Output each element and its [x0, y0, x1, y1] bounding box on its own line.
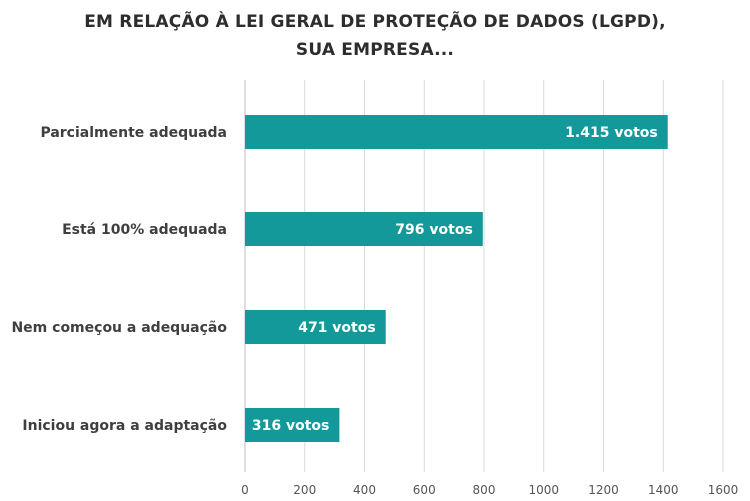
- x-tick-label: 400: [353, 483, 376, 497]
- data-label: 316 votos: [252, 418, 330, 434]
- category-label: Iniciou agora a adaptação: [22, 418, 227, 434]
- category-label: Está 100% adequada: [62, 222, 227, 238]
- category-label: Nem começou a adequação: [11, 320, 227, 336]
- bar: [245, 310, 386, 344]
- x-tick-label: 1400: [648, 483, 679, 497]
- bar: [245, 115, 668, 149]
- category-label: Parcialmente adequada: [40, 125, 227, 141]
- x-tick-label: 0: [241, 483, 249, 497]
- chart-title: EM RELAÇÃO À LEI GERAL DE PROTEÇÃO DE DA…: [84, 12, 666, 32]
- x-tick-label: 800: [473, 483, 496, 497]
- data-label: 796 votos: [395, 222, 473, 238]
- x-tick-label: 1600: [708, 483, 739, 497]
- x-tick-label: 1000: [528, 483, 559, 497]
- data-label: 1.415 votos: [565, 125, 658, 141]
- bar: [245, 212, 483, 246]
- x-tick-label: 600: [413, 483, 436, 497]
- data-label: 471 votos: [298, 320, 376, 336]
- x-tick-label: 200: [293, 483, 316, 497]
- bar: [245, 408, 340, 442]
- x-tick-label: 1200: [588, 483, 619, 497]
- chart-subtitle: SUA EMPRESA...: [295, 40, 455, 60]
